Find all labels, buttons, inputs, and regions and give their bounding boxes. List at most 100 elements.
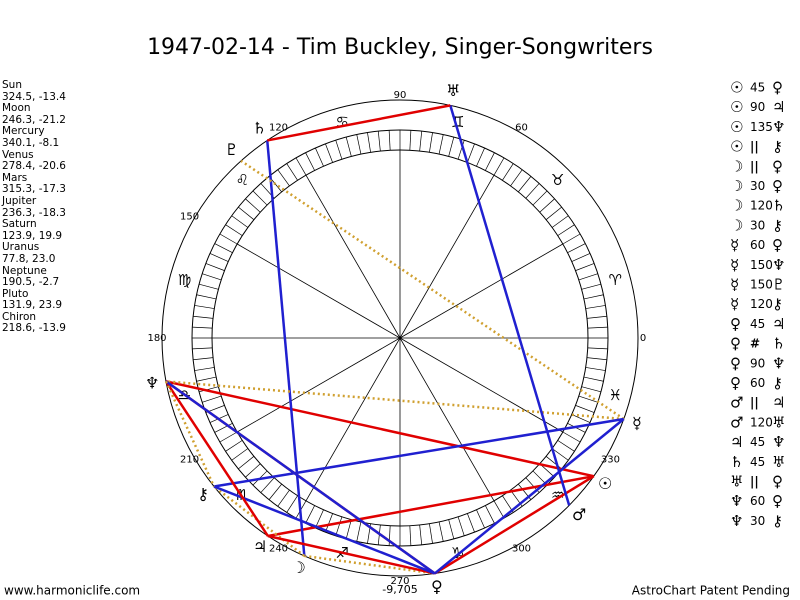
ring-tick	[419, 524, 423, 545]
ring-tick	[277, 489, 290, 507]
ring-tick	[429, 523, 433, 544]
aspect-from: ♀	[730, 335, 741, 353]
degree-label: 60	[515, 123, 528, 134]
ring-tick	[277, 169, 290, 187]
planet-name: Chiron	[2, 310, 37, 323]
aspect-to: ♀	[772, 177, 783, 195]
aspect-type: 30	[750, 179, 765, 193]
ring-tick	[586, 315, 607, 319]
ring-tick	[457, 516, 465, 536]
planet-position: 324.5, -13.4	[2, 90, 66, 103]
ring-tick	[510, 169, 523, 187]
spoke	[236, 337, 401, 433]
ring-tick	[305, 152, 315, 171]
planet-name: Mars	[2, 171, 28, 184]
ring-tick	[356, 134, 362, 155]
aspect-to: ⚷	[772, 512, 783, 530]
aspect-to: ⚷	[772, 138, 783, 156]
planet-name: Pluto	[2, 287, 29, 300]
aspect-from: ♀	[730, 374, 741, 392]
ring-tick	[315, 147, 324, 167]
aspect-line	[267, 534, 436, 575]
aspect-to: ♄	[772, 335, 785, 353]
aspect-type: 120	[750, 297, 773, 311]
aspect-to: ♃	[772, 394, 785, 412]
planet-glyph: ♀	[431, 577, 443, 596]
ring-tick	[219, 431, 238, 443]
aspect-line	[164, 380, 216, 488]
ring-tick	[260, 477, 275, 493]
planet-list: Sun 324.5, -13.4 Moon 246.3, -21.2 Mercury 34…	[2, 79, 66, 335]
ring-tick	[476, 509, 485, 529]
ring-tick	[557, 440, 575, 452]
ring-tick	[192, 326, 213, 329]
planet-position: 190.5, -2.7	[2, 276, 60, 289]
degree-label: 270	[390, 576, 409, 587]
aspect-type: 45	[750, 81, 765, 95]
aspect-from: ☉	[730, 138, 743, 156]
aspect-line	[434, 475, 595, 575]
ring-tick	[192, 347, 213, 350]
ring-tick	[438, 134, 444, 155]
aspect-from: ♀	[730, 354, 741, 372]
ring-tick	[356, 521, 362, 542]
ring-tick	[245, 463, 261, 478]
ring-tick	[575, 405, 595, 413]
aspect-type: ||	[750, 396, 759, 410]
aspect-to: ⚷	[772, 295, 783, 313]
ring-tick	[335, 140, 343, 160]
aspect-from: ♃	[730, 433, 743, 451]
aspect-from: ☽	[730, 177, 743, 195]
aspect-to: ⚷	[772, 216, 783, 234]
planet-glyph: ♇	[225, 140, 239, 159]
ring-tick	[286, 495, 298, 513]
ring-tick	[586, 357, 607, 361]
ring-tick	[518, 176, 532, 193]
planet-glyph: ☉	[598, 474, 612, 493]
aspect-line	[165, 380, 624, 421]
aspect-line	[240, 159, 625, 421]
ring-tick	[202, 395, 222, 403]
degree-label: 150	[180, 212, 199, 223]
degree-label: 240	[269, 543, 288, 554]
planet-glyph: ♂	[572, 505, 586, 524]
ring-tick	[448, 519, 455, 540]
aspect-from: ☉	[730, 98, 743, 116]
planet-name: Sun	[2, 79, 22, 91]
aspect-from: ♂	[730, 394, 743, 412]
ring-tick	[438, 521, 444, 542]
ring-tick	[193, 315, 214, 319]
ring-tick	[219, 233, 238, 245]
ring-tick	[345, 519, 352, 540]
ring-tick	[196, 294, 217, 300]
ring-tick	[429, 132, 433, 153]
aspect-type: 90	[750, 356, 765, 370]
planet-glyph: ☿	[632, 413, 642, 432]
ring-tick	[231, 448, 249, 461]
footer-left: www.harmoniclife.com	[4, 584, 140, 598]
aspect-type: 150	[750, 278, 773, 292]
ring-tick	[345, 136, 352, 157]
aspect-type: 30	[750, 218, 765, 232]
ring-tick	[367, 132, 371, 153]
ring-tick	[581, 283, 602, 290]
ring-tick	[587, 347, 608, 350]
planet-position: 236.3, -18.3	[2, 206, 66, 219]
ring-tick	[194, 367, 215, 371]
aspect-from: ♂	[730, 413, 743, 431]
sign-glyph: ♈	[609, 271, 622, 289]
ring-tick	[194, 305, 215, 309]
aspect-to: ⚷	[772, 374, 783, 392]
degree-label: 120	[269, 123, 288, 134]
ring-tick	[209, 253, 229, 262]
planet-position: 315.3, -17.3	[2, 183, 66, 196]
spoke	[399, 337, 564, 433]
aspect-line	[164, 380, 269, 537]
ring-tick	[587, 326, 608, 329]
ring-tick	[419, 131, 423, 152]
ring-tick	[485, 505, 495, 524]
planet-glyph: ⚷	[197, 485, 209, 504]
aspect-from: ☉	[730, 118, 743, 136]
aspect-line	[266, 140, 306, 557]
aspect-to: ♅	[772, 453, 785, 471]
